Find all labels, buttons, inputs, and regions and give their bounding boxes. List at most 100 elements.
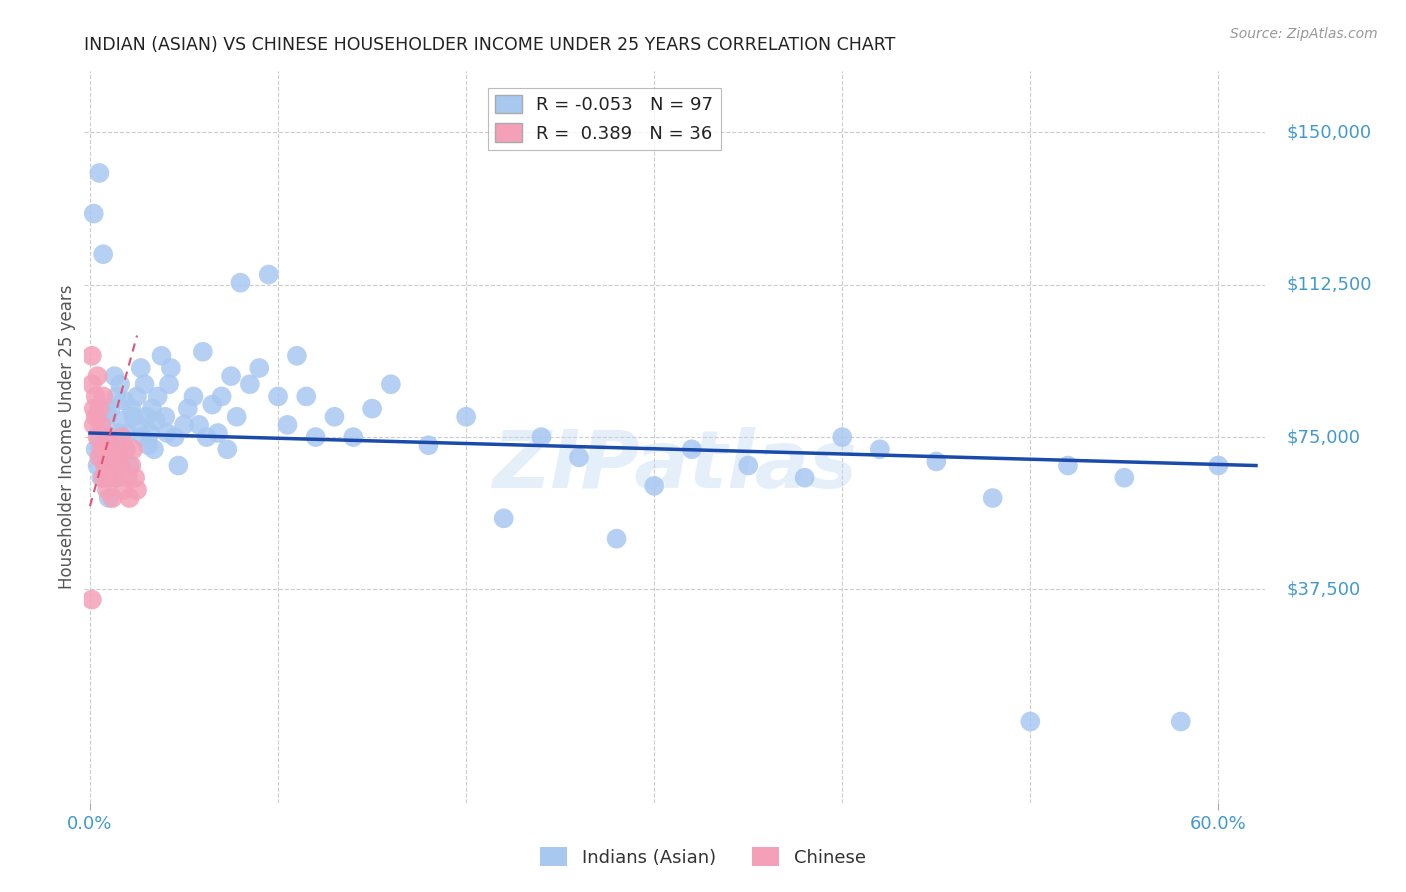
Point xyxy=(80,349,103,363)
Point xyxy=(94,425,117,440)
Point xyxy=(97,471,120,485)
Point xyxy=(831,430,853,444)
Point xyxy=(107,446,129,460)
Point xyxy=(380,377,402,392)
Point xyxy=(84,442,107,457)
Point xyxy=(173,417,195,432)
Point xyxy=(117,471,139,485)
Point xyxy=(247,361,270,376)
Point xyxy=(157,377,180,392)
Point xyxy=(925,454,948,468)
Point xyxy=(120,401,142,416)
Point xyxy=(229,276,252,290)
Point xyxy=(90,471,112,485)
Point xyxy=(89,401,111,416)
Point xyxy=(1114,471,1136,485)
Point xyxy=(145,414,167,428)
Point xyxy=(89,450,111,465)
Point xyxy=(134,377,156,392)
Point xyxy=(90,417,112,432)
Point xyxy=(146,389,169,403)
Point xyxy=(492,511,515,525)
Point xyxy=(89,166,111,180)
Point xyxy=(267,389,290,403)
Point xyxy=(142,442,165,457)
Point xyxy=(1170,714,1192,729)
Point xyxy=(737,458,759,473)
Point xyxy=(89,434,111,449)
Point xyxy=(118,458,141,473)
Point xyxy=(122,442,145,457)
Point xyxy=(105,389,128,403)
Point xyxy=(305,430,328,444)
Point xyxy=(97,446,120,460)
Point xyxy=(120,458,142,473)
Point xyxy=(89,401,111,416)
Text: $112,500: $112,500 xyxy=(1286,276,1372,293)
Point xyxy=(239,377,262,392)
Point xyxy=(96,483,118,497)
Point xyxy=(84,389,107,403)
Point xyxy=(101,491,124,505)
Point xyxy=(114,442,136,457)
Point xyxy=(96,430,118,444)
Point xyxy=(100,401,122,416)
Point xyxy=(112,483,135,497)
Point xyxy=(1057,458,1080,473)
Point xyxy=(128,417,150,432)
Point xyxy=(869,442,891,457)
Point xyxy=(155,409,177,424)
Point xyxy=(177,401,200,416)
Point xyxy=(681,442,703,457)
Text: $150,000: $150,000 xyxy=(1286,123,1372,141)
Point xyxy=(100,458,122,473)
Point xyxy=(276,417,298,432)
Point xyxy=(285,349,308,363)
Point xyxy=(156,425,179,440)
Point xyxy=(101,450,124,465)
Point xyxy=(111,414,134,428)
Point xyxy=(118,491,141,505)
Point xyxy=(141,401,163,416)
Point xyxy=(606,532,628,546)
Point xyxy=(108,377,131,392)
Point xyxy=(86,430,108,444)
Point xyxy=(97,442,120,457)
Point xyxy=(80,377,103,392)
Point xyxy=(94,442,117,457)
Point xyxy=(112,393,135,408)
Point xyxy=(342,430,364,444)
Point xyxy=(643,479,665,493)
Point xyxy=(191,344,214,359)
Point xyxy=(103,369,125,384)
Point xyxy=(108,458,131,473)
Point xyxy=(103,442,125,457)
Point xyxy=(101,442,124,457)
Point xyxy=(94,409,117,424)
Point xyxy=(83,401,105,416)
Point xyxy=(225,409,247,424)
Point xyxy=(90,442,112,457)
Point xyxy=(96,409,118,424)
Point xyxy=(129,361,152,376)
Point xyxy=(167,458,190,473)
Point xyxy=(323,409,346,424)
Point xyxy=(97,471,120,485)
Text: Source: ZipAtlas.com: Source: ZipAtlas.com xyxy=(1230,27,1378,41)
Point xyxy=(217,442,239,457)
Point xyxy=(183,389,205,403)
Point xyxy=(295,389,318,403)
Point xyxy=(105,471,128,485)
Point xyxy=(160,361,183,376)
Legend: Indians (Asian), Chinese: Indians (Asian), Chinese xyxy=(533,840,873,874)
Point xyxy=(131,430,153,444)
Point xyxy=(125,483,148,497)
Point xyxy=(139,425,162,440)
Point xyxy=(91,471,114,485)
Point xyxy=(83,206,105,220)
Point xyxy=(125,389,148,403)
Point xyxy=(84,409,107,424)
Point xyxy=(105,471,128,485)
Point xyxy=(91,450,114,465)
Point xyxy=(100,430,122,444)
